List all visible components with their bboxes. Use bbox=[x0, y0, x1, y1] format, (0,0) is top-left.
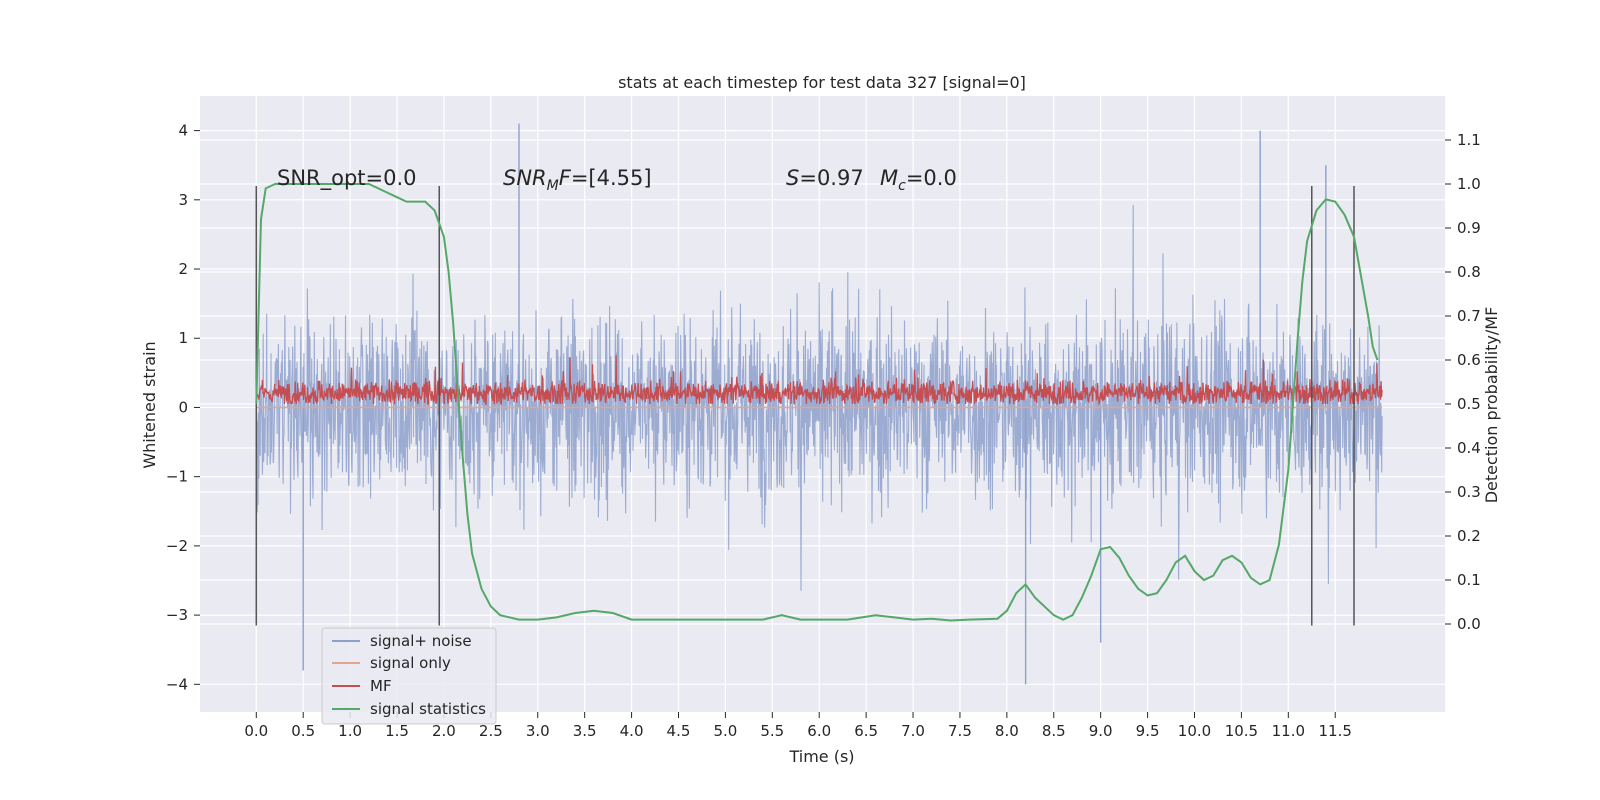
y2-tick-label: 0.3 bbox=[1457, 483, 1481, 501]
y-tick-label: 4 bbox=[178, 122, 188, 140]
x-tick-label: 6.5 bbox=[854, 722, 878, 740]
legend-label-signal-statistics: signal statistics bbox=[370, 700, 486, 718]
annotation-snr-mf-tail: F bbox=[559, 166, 572, 190]
y-tick-label: −1 bbox=[166, 468, 188, 486]
x-tick-label: 3.0 bbox=[526, 722, 550, 740]
x-axis-ticks: 0.0 0.5 1.0 1.5 2.0 2.5 3.0 3.5 4.0 4.5 5.0 5.5 6.0 6… bbox=[244, 712, 1352, 740]
y-tick-label: −3 bbox=[166, 606, 188, 624]
y2-tick-label: 1.1 bbox=[1457, 131, 1481, 149]
annotation-s: S=0.97 bbox=[786, 166, 864, 190]
legend-box bbox=[321, 627, 497, 725]
y2-tick-label: 0.8 bbox=[1457, 263, 1481, 281]
y-tick-label: 3 bbox=[178, 191, 188, 209]
y2-tick-label: 0.7 bbox=[1457, 307, 1481, 325]
annotation-snr-mf-label: SNR bbox=[503, 166, 547, 190]
annotation-s-value: =0.97 bbox=[799, 166, 863, 190]
x-tick-label: 7.5 bbox=[948, 722, 972, 740]
x-tick-label: 11.5 bbox=[1319, 722, 1352, 740]
y-tick-label: 0 bbox=[178, 398, 188, 416]
y2-tick-label: 1.0 bbox=[1457, 175, 1481, 193]
x-tick-label: 1.0 bbox=[338, 722, 362, 740]
x-tick-label: 8.0 bbox=[995, 722, 1019, 740]
legend-label-signal-noise: signal+ noise bbox=[370, 632, 472, 650]
annotation-snr-opt: SNR_opt=0.0 bbox=[277, 166, 417, 191]
x-tick-label: 9.0 bbox=[1089, 722, 1113, 740]
chart-title: stats at each timestep for test data 327… bbox=[618, 73, 1026, 92]
x-axis-title: Time (s) bbox=[788, 747, 854, 766]
x-tick-label: 10.5 bbox=[1225, 722, 1258, 740]
x-tick-label: 4.5 bbox=[667, 722, 691, 740]
signal-statistics-line bbox=[255, 183, 1379, 622]
x-tick-label: 6.0 bbox=[807, 722, 831, 740]
y2-axis-title: Detection probability/MF bbox=[1482, 307, 1501, 504]
vertical-markers bbox=[255, 185, 1355, 626]
y-tick-label: 1 bbox=[178, 329, 188, 347]
mf-line bbox=[255, 355, 1383, 406]
x-tick-label: 5.5 bbox=[760, 722, 784, 740]
x-tick-label: 7.0 bbox=[901, 722, 925, 740]
y2-tick-label: 0.2 bbox=[1457, 527, 1481, 545]
x-tick-label: 10.0 bbox=[1178, 722, 1211, 740]
x-tick-label: 5.0 bbox=[713, 722, 737, 740]
y-axis-title: Whitened strain bbox=[140, 341, 159, 468]
x-tick-label: 9.5 bbox=[1136, 722, 1160, 740]
x-tick-label: 3.5 bbox=[573, 722, 597, 740]
y2-tick-label: 0.1 bbox=[1457, 571, 1481, 589]
x-tick-label: 2.0 bbox=[432, 722, 456, 740]
y2-tick-label: 0.0 bbox=[1457, 615, 1481, 633]
signal-noise-line bbox=[255, 204, 1383, 591]
annotation-s-label: S bbox=[786, 166, 799, 190]
legend-label-signal-only: signal only bbox=[370, 654, 451, 672]
y2-axis-ticks: 0.0 0.1 0.2 0.3 0.4 0.5 0.6 0.7 0.8 0.9 1.0 1.1 bbox=[1445, 131, 1481, 633]
y2-tick-label: 0.4 bbox=[1457, 439, 1481, 457]
y-tick-label: 2 bbox=[178, 260, 188, 278]
x-tick-label: 2.5 bbox=[479, 722, 503, 740]
legend-label-mf: MF bbox=[370, 677, 392, 695]
x-tick-label: 1.5 bbox=[385, 722, 409, 740]
x-tick-label: 4.0 bbox=[620, 722, 644, 740]
signal-statistics-series bbox=[255, 183, 1379, 622]
x-tick-label: 8.5 bbox=[1042, 722, 1066, 740]
x-tick-label: 0.0 bbox=[244, 722, 268, 740]
signal-noise-series bbox=[255, 123, 1383, 685]
annotation-mc-label: M bbox=[880, 166, 898, 190]
x-tick-label: 11.0 bbox=[1272, 722, 1305, 740]
mf-series bbox=[255, 355, 1383, 406]
annotation-mc-value: =0.0 bbox=[906, 166, 957, 190]
y-axis-ticks: −4 −3 −2 −1 0 1 2 3 4 bbox=[166, 122, 200, 693]
annotation-snr-mf-sub: M bbox=[547, 178, 559, 194]
y-tick-label: −4 bbox=[166, 675, 188, 693]
y2-tick-label: 0.6 bbox=[1457, 351, 1481, 369]
legend: signal+ noise signal only MF signal stat… bbox=[321, 627, 497, 725]
annotation-snr-mf-value: =[4.55] bbox=[571, 166, 652, 190]
y2-tick-label: 0.9 bbox=[1457, 219, 1481, 237]
y2-tick-label: 0.5 bbox=[1457, 395, 1481, 413]
annotation-mc: Mc=0.0 bbox=[880, 166, 957, 194]
annotation-mc-sub: c bbox=[898, 178, 906, 194]
y-tick-label: −2 bbox=[166, 537, 188, 555]
x-tick-label: 0.5 bbox=[291, 722, 315, 740]
annotation-snr-mf: SNRMF=[4.55] bbox=[503, 166, 652, 194]
